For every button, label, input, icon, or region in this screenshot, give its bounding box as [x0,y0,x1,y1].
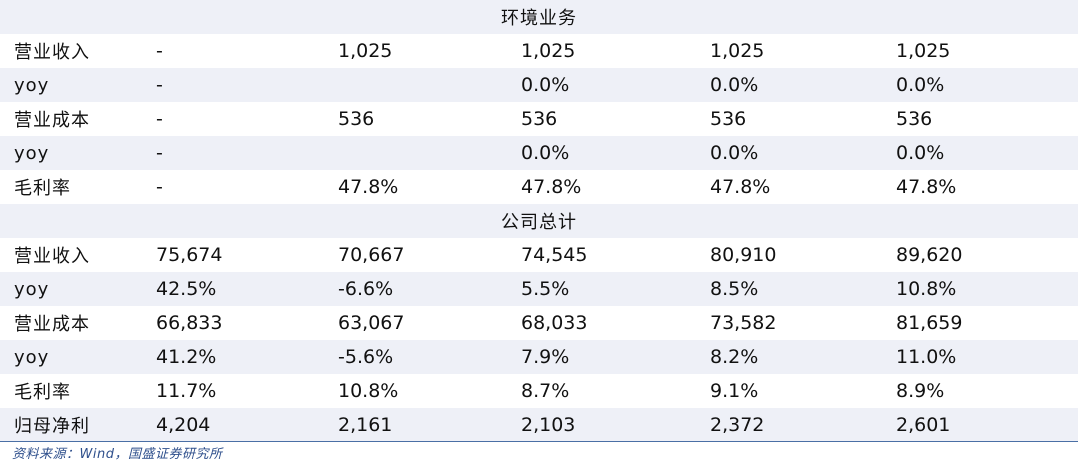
table-cell: 536 [338,108,375,130]
section-header-row: 公司总计 [0,204,1079,238]
table-cell: -6.6% [324,272,507,306]
table-cell: 1,025 [338,40,393,62]
row-label: yoy [0,340,142,374]
table-cell: - [142,68,324,102]
table-cell: 536 [896,108,933,130]
table-cell: 41.2% [142,340,324,374]
table-cell: 0.0% [882,136,1079,170]
table-cell: - [156,40,163,62]
table-cell: 47.8% [521,176,582,198]
table-cell: 0.0% [507,136,696,170]
table-cell: 89,620 [896,244,963,266]
table-cell: 0.0% [696,68,882,102]
table-cell: 8.2% [696,340,882,374]
table-cell: 536 [710,108,747,130]
table-row: 毛利率 11.7% 10.8% 8.7% 9.1% 8.9% [0,374,1078,408]
table-row: yoy - 0.0% 0.0% 0.0% [0,68,1079,102]
table-cell: 2,601 [882,408,1079,442]
table-cell: 11.0% [882,340,1079,374]
table-cell: 47.8% [338,176,399,198]
row-label: yoy [0,136,142,170]
row-label: 营业成本 [14,110,90,131]
table-cell: - [142,136,324,170]
table-cell: 47.8% [896,176,957,198]
table-row: yoy 41.2% -5.6% 7.9% 8.2% 11.0% [0,340,1079,374]
table-cell: 5.5% [507,272,696,306]
table-cell: 7.9% [507,340,696,374]
table-cell: 0.0% [696,136,882,170]
table-cell: 66,833 [156,312,223,334]
row-label: 归母净利 [0,408,142,442]
table-body: 环境业务 营业收入 - 1,025 1,025 1,025 1,025 yoy … [0,0,1079,442]
table-cell: 74,545 [521,244,588,266]
table-cell: 8.9% [896,380,945,402]
table-cell: 9.1% [710,380,759,402]
source-note: 资料来源：Wind，国盛证券研究所 [12,447,223,462]
table-cell: 1,025 [710,40,765,62]
table-cell: 81,659 [896,312,963,334]
table-cell: 8.5% [696,272,882,306]
table-cell: 0.0% [882,68,1079,102]
table-row: 毛利率 - 47.8% 47.8% 47.8% 47.8% [0,170,1078,204]
section-title-environment: 环境业务 [0,0,1079,34]
row-label: 毛利率 [14,178,71,199]
source-divider [0,441,1078,442]
table-cell: 8.7% [521,380,570,402]
table-cell: 4,204 [142,408,324,442]
table-cell: 10.8% [338,380,399,402]
table-cell: 70,667 [338,244,405,266]
table-cell: 2,372 [696,408,882,442]
table-cell: 63,067 [338,312,405,334]
table-cell: 73,582 [710,312,777,334]
table-row: 营业收入 75,674 70,667 74,545 80,910 89,620 [0,238,1078,272]
table-cell [324,68,507,102]
table-row: yoy - 0.0% 0.0% 0.0% [0,136,1079,170]
table-cell: 80,910 [710,244,777,266]
row-label: 营业收入 [14,42,90,63]
table-row: 营业收入 - 1,025 1,025 1,025 1,025 [0,34,1078,68]
table-cell: - [156,176,163,198]
row-label: 营业收入 [14,246,90,267]
table-cell: 1,025 [896,40,951,62]
row-label: 营业成本 [14,314,90,335]
table-cell: 536 [521,108,558,130]
table-cell: 47.8% [710,176,771,198]
row-label: 毛利率 [14,382,71,403]
table-cell [324,136,507,170]
financial-table-container: 环境业务 营业收入 - 1,025 1,025 1,025 1,025 yoy … [0,0,1079,442]
table-row: 归母净利 4,204 2,161 2,103 2,372 2,601 [0,408,1079,442]
financial-forecast-table: 环境业务 营业收入 - 1,025 1,025 1,025 1,025 yoy … [0,0,1079,442]
table-cell: 42.5% [142,272,324,306]
table-cell: 11.7% [156,380,217,402]
table-cell: 2,161 [324,408,507,442]
table-cell: - [156,108,163,130]
section-header-row: 环境业务 [0,0,1079,34]
table-cell: 68,033 [521,312,588,334]
table-cell: 0.0% [507,68,696,102]
table-cell: -5.6% [324,340,507,374]
table-cell: 10.8% [882,272,1079,306]
row-label: yoy [0,272,142,306]
table-cell: 1,025 [521,40,576,62]
row-label: yoy [0,68,142,102]
table-cell: 2,103 [507,408,696,442]
section-title-company-total: 公司总计 [0,204,1079,238]
table-row: 营业成本 - 536 536 536 536 [0,102,1078,136]
table-row: 营业成本 66,833 63,067 68,033 73,582 81,659 [0,306,1078,340]
table-cell: 75,674 [156,244,223,266]
table-row: yoy 42.5% -6.6% 5.5% 8.5% 10.8% [0,272,1079,306]
